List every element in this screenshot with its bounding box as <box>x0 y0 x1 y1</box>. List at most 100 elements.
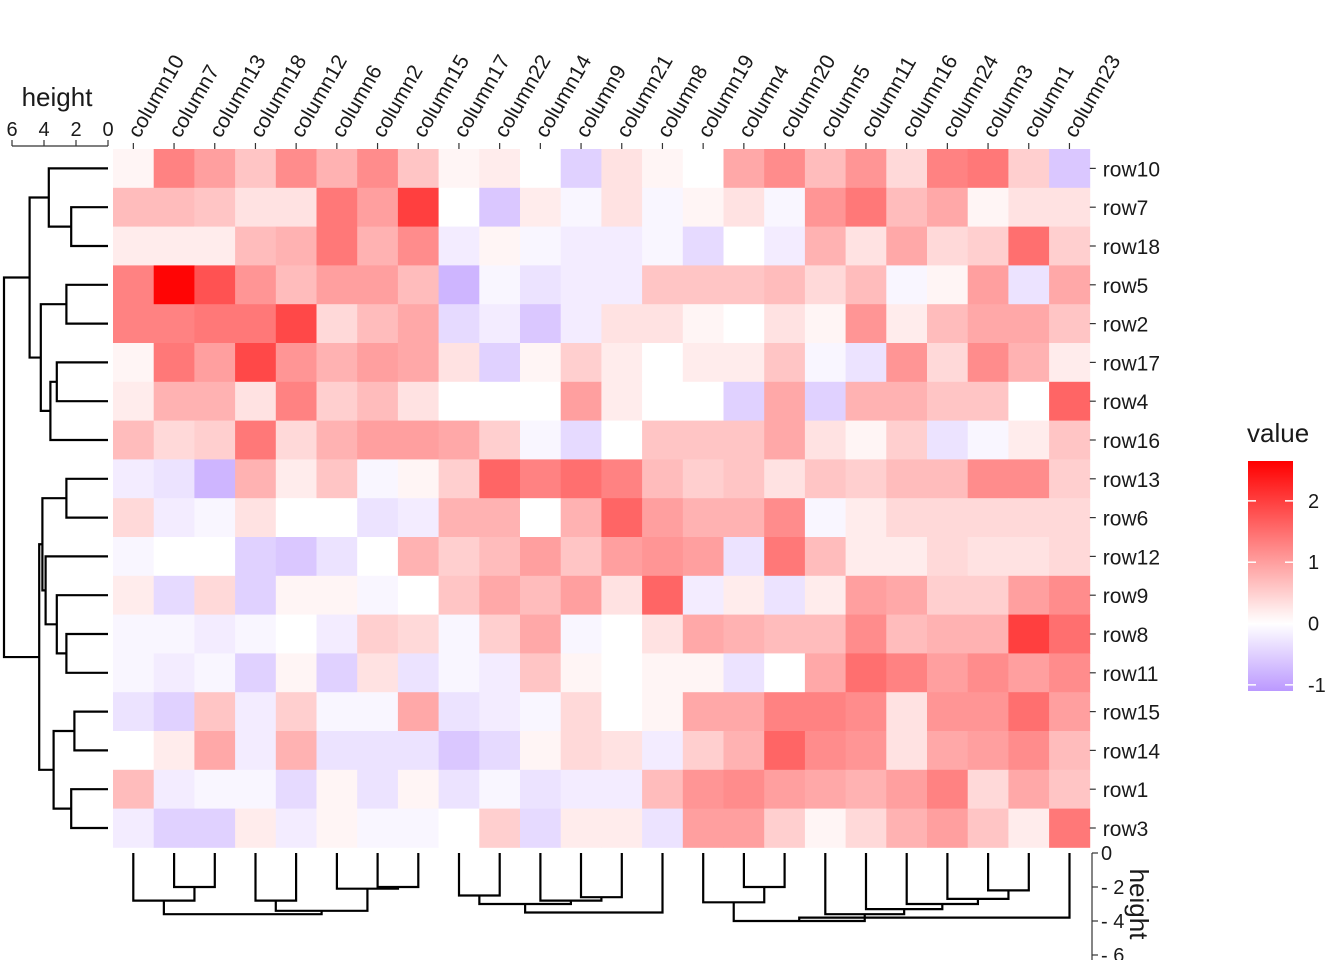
heatmap-cell <box>520 731 562 771</box>
heatmap-cell <box>1049 420 1091 460</box>
heatmap-cell <box>479 575 521 615</box>
heatmap-cell <box>438 343 480 383</box>
dendrogram-branch <box>39 303 67 412</box>
legend-tick-label: 2 <box>1308 491 1319 513</box>
heatmap-cell <box>601 149 643 189</box>
heatmap-cell <box>967 692 1009 732</box>
heatmap-cell <box>642 575 684 615</box>
heatmap-cell <box>316 381 358 421</box>
heatmap-cell <box>479 226 521 266</box>
row-dendrogram-axis-tick-label: 4 <box>38 119 49 141</box>
heatmap-cell <box>886 149 928 189</box>
dendrogram-branch <box>173 853 216 889</box>
row-label: row9 <box>1103 585 1149 608</box>
heatmap-cell <box>275 653 317 693</box>
heatmap-cell <box>682 149 724 189</box>
dendrogram-branch <box>49 380 108 442</box>
dendrogram-branch <box>44 555 108 626</box>
heatmap-cell <box>1049 614 1091 654</box>
row-label: row4 <box>1103 391 1149 414</box>
heatmap-cell <box>520 692 562 732</box>
heatmap-cell <box>886 187 928 227</box>
heatmap-cell <box>235 653 277 693</box>
heatmap-cell <box>1008 343 1050 383</box>
heatmap-cell <box>235 226 277 266</box>
heatmap-cell <box>479 149 521 189</box>
heatmap-cell <box>723 498 765 538</box>
heatmap-cell <box>438 304 480 344</box>
heatmap-cell <box>764 381 806 421</box>
heatmap-cell <box>397 226 439 266</box>
heatmap-cell <box>520 653 562 693</box>
heatmap-cell <box>194 498 236 538</box>
heatmap-cell <box>886 420 928 460</box>
heatmap-cell <box>113 149 155 189</box>
heatmap-cell <box>438 149 480 189</box>
heatmap-cell <box>845 381 887 421</box>
heatmap-cell <box>479 653 521 693</box>
heatmap-cell <box>520 304 562 344</box>
heatmap-cell <box>927 653 969 693</box>
heatmap-cell <box>723 459 765 499</box>
heatmap-cell <box>601 692 643 732</box>
heatmap-cell <box>235 692 277 732</box>
heatmap-cell <box>520 149 562 189</box>
heatmap-cell <box>601 653 643 693</box>
heatmap-cell <box>1049 149 1091 189</box>
heatmap-cell <box>967 731 1009 771</box>
heatmap-cell <box>316 420 358 460</box>
heatmap-cell <box>113 731 155 771</box>
heatmap-cell <box>357 575 399 615</box>
heatmap-cell <box>1008 537 1050 577</box>
heatmap-cell <box>438 808 480 848</box>
heatmap-cell <box>316 304 358 344</box>
heatmap-cell <box>764 187 806 227</box>
heatmap-cell <box>804 498 846 538</box>
heatmap-cell <box>1008 731 1050 771</box>
heatmap-cell <box>113 575 155 615</box>
heatmap-cell <box>967 575 1009 615</box>
heatmap-cell <box>275 381 317 421</box>
heatmap-cell <box>153 731 195 771</box>
heatmap-cell <box>804 653 846 693</box>
row-label: row1 <box>1103 779 1149 802</box>
legend-tick-label: -1 <box>1308 675 1326 697</box>
heatmap-cell <box>764 304 806 344</box>
heatmap-cell <box>1008 653 1050 693</box>
heatmap-cell <box>316 692 358 732</box>
heatmap-cell <box>560 498 602 538</box>
heatmap-cell <box>560 226 602 266</box>
heatmap-cell <box>845 304 887 344</box>
column-dendrogram-axis-tick-label: 0 <box>1101 843 1112 865</box>
heatmap-cell <box>601 343 643 383</box>
heatmap-cell <box>723 381 765 421</box>
heatmap-cell <box>927 614 969 654</box>
heatmap-cell <box>1008 187 1050 227</box>
heatmap-cell <box>113 459 155 499</box>
heatmap-cell <box>642 498 684 538</box>
heatmap-cell <box>316 343 358 383</box>
heatmap-cell <box>560 537 602 577</box>
dendrogram-branch <box>742 853 786 889</box>
heatmap-cell <box>275 537 317 577</box>
heatmap-cell <box>316 498 358 538</box>
heatmap-cell <box>560 304 602 344</box>
heatmap-cell <box>804 420 846 460</box>
heatmap-cell <box>601 614 643 654</box>
heatmap-cell <box>804 808 846 848</box>
heatmap-cell <box>153 769 195 809</box>
heatmap-cell <box>845 420 887 460</box>
heatmap-cell <box>764 808 806 848</box>
dendrogram-branch <box>376 853 420 889</box>
heatmap-cell <box>723 808 765 848</box>
heatmap-cell <box>927 808 969 848</box>
row-labels: row10 row7 row18 row5 row2 row17 row4 row16 row1… <box>1089 158 1161 841</box>
row-label: row14 <box>1103 740 1161 763</box>
heatmap-cell <box>642 459 684 499</box>
heatmap-cell <box>316 769 358 809</box>
heatmap-cell <box>275 420 317 460</box>
heatmap-cell <box>275 692 317 732</box>
heatmap-cell <box>967 381 1009 421</box>
row-label: row7 <box>1103 197 1149 220</box>
heatmap-cell <box>357 537 399 577</box>
